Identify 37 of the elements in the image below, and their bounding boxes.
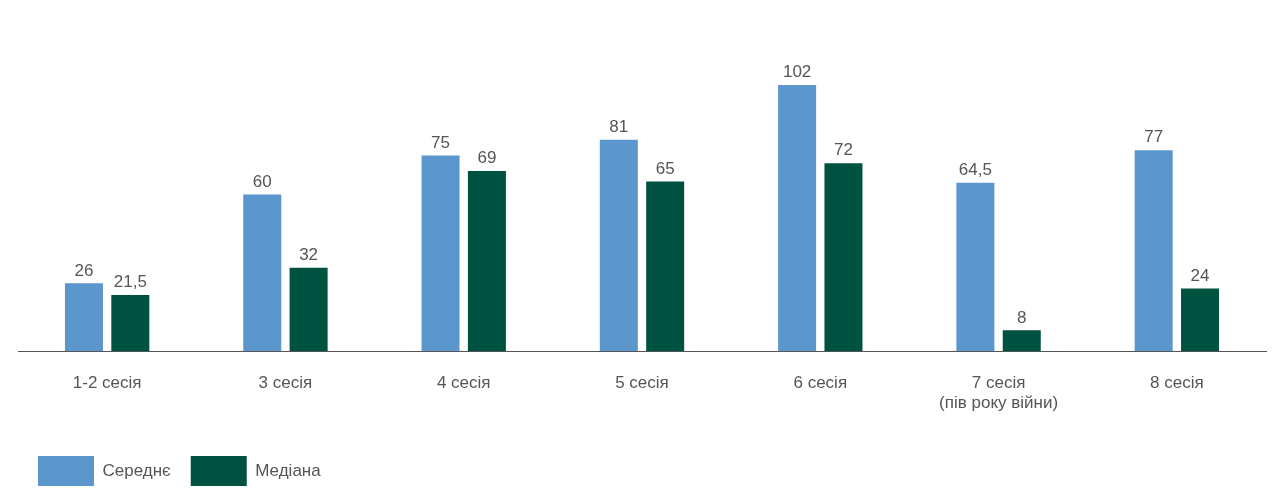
legend-label: Середнє <box>102 460 172 480</box>
bar <box>243 194 282 352</box>
data-label: 75 <box>431 132 450 152</box>
x-tick-label: 3 сесія <box>258 373 313 393</box>
data-label: 24 <box>1190 265 1210 285</box>
data-label: 60 <box>252 171 272 191</box>
x-tick-label: 8 сесія <box>1150 373 1204 393</box>
data-label: 8 <box>1017 307 1027 327</box>
x-tick-label: 4 сесія <box>436 373 491 393</box>
data-label: 72 <box>834 140 853 160</box>
data-label: 21,5 <box>113 272 147 292</box>
bar <box>467 171 506 352</box>
data-label: 77 <box>1144 127 1164 147</box>
data-label: 26 <box>74 260 94 280</box>
legend-label: Медіана <box>255 460 322 480</box>
bar <box>956 182 995 352</box>
x-tick-label: 6 сесія <box>793 373 848 393</box>
bar <box>778 84 817 352</box>
data-label: 32 <box>299 244 319 264</box>
x-tick-label: 1-2 сесія <box>72 373 142 393</box>
bar <box>289 267 328 352</box>
bar <box>421 155 460 352</box>
x-tick-label: 5 сесія <box>615 373 669 393</box>
bar <box>646 181 685 352</box>
bar <box>1181 288 1220 352</box>
bar <box>824 163 863 352</box>
bar <box>64 283 103 352</box>
data-label: 64,5 <box>958 160 992 180</box>
data-label: 102 <box>782 62 812 82</box>
data-label: 65 <box>655 158 675 178</box>
bar <box>1134 150 1173 352</box>
x-tick-label: 7 сесія (пів року війни) <box>939 373 1059 413</box>
data-label: 81 <box>609 116 629 136</box>
bar <box>111 295 150 352</box>
data-label: 69 <box>477 148 497 168</box>
bar <box>1002 330 1041 352</box>
bar <box>599 139 638 352</box>
